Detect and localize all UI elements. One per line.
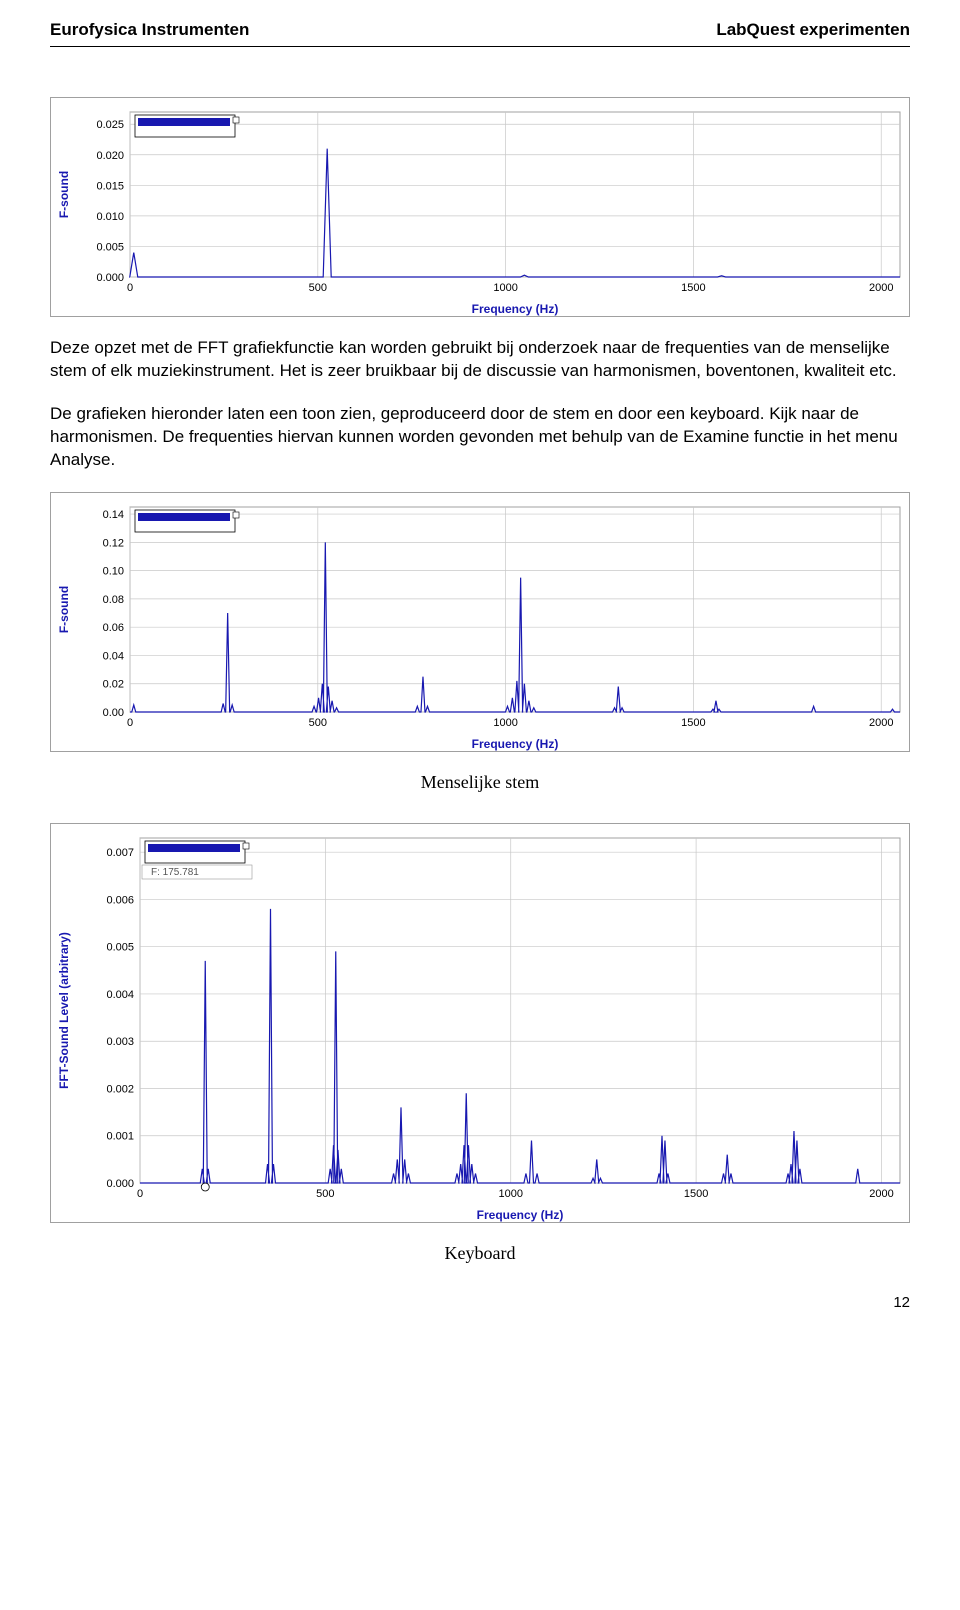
svg-text:500: 500 xyxy=(309,282,327,294)
header-right: LabQuest experimenten xyxy=(716,20,910,40)
svg-text:0.001: 0.001 xyxy=(106,1130,134,1142)
svg-text:0.06: 0.06 xyxy=(103,622,124,634)
svg-text:0.000: 0.000 xyxy=(106,1178,134,1190)
svg-text:1500: 1500 xyxy=(684,1188,708,1200)
svg-text:0: 0 xyxy=(127,717,133,729)
svg-text:0.002: 0.002 xyxy=(106,1083,134,1095)
svg-text:0.12: 0.12 xyxy=(103,537,124,549)
svg-text:0.003: 0.003 xyxy=(106,1036,134,1048)
svg-text:F: 175.781: F: 175.781 xyxy=(151,867,199,878)
svg-text:0.020: 0.020 xyxy=(96,150,124,162)
svg-text:2000: 2000 xyxy=(869,1188,893,1200)
svg-text:Frequency (Hz): Frequency (Hz) xyxy=(472,302,559,316)
chart-3-keyboard: 0 500 1000 1500 2000 0.000 0.001 0.002 0.003 0.00… xyxy=(50,823,910,1223)
header-rule xyxy=(50,46,910,47)
page-number: 12 xyxy=(50,1294,910,1311)
svg-text:F-sound: F-sound xyxy=(57,171,71,218)
svg-text:0.010: 0.010 xyxy=(96,211,124,223)
caption-voice: Menselijke stem xyxy=(50,772,910,793)
svg-text:0.007: 0.007 xyxy=(106,847,134,859)
svg-text:0.10: 0.10 xyxy=(103,565,124,577)
svg-text:0.004: 0.004 xyxy=(106,989,134,1001)
svg-text:0.08: 0.08 xyxy=(103,594,124,606)
paragraph-2: De grafieken hieronder laten een toon zi… xyxy=(50,403,910,472)
svg-text:F-sound: F-sound xyxy=(57,586,71,633)
svg-text:FFT-Sound Level (arbitrary): FFT-Sound Level (arbitrary) xyxy=(57,932,71,1089)
svg-text:Frequency (Hz): Frequency (Hz) xyxy=(472,737,559,751)
svg-text:500: 500 xyxy=(309,717,327,729)
svg-text:0.14: 0.14 xyxy=(103,509,124,521)
svg-text:1500: 1500 xyxy=(681,282,705,294)
caption-keyboard: Keyboard xyxy=(50,1243,910,1264)
svg-text:0.04: 0.04 xyxy=(103,650,124,662)
svg-text:1000: 1000 xyxy=(498,1188,522,1200)
svg-text:0: 0 xyxy=(137,1188,143,1200)
svg-text:0.015: 0.015 xyxy=(96,180,124,192)
svg-text:0.005: 0.005 xyxy=(106,941,134,953)
svg-text:0.006: 0.006 xyxy=(106,894,134,906)
svg-text:0: 0 xyxy=(127,282,133,294)
chart-2-voice: 0 500 1000 1500 2000 0.00 0.02 0.04 0.06 0.08 0.10… xyxy=(50,492,910,752)
header-left: Eurofysica Instrumenten xyxy=(50,20,249,40)
svg-text:0.00: 0.00 xyxy=(103,707,124,719)
svg-text:1500: 1500 xyxy=(681,717,705,729)
svg-text:2000: 2000 xyxy=(869,282,893,294)
chart-1-tuningfork: 0 500 1000 1500 2000 0.000 0.005 0.010 0.015 0.02… xyxy=(50,97,910,317)
svg-text:0.025: 0.025 xyxy=(96,119,124,131)
svg-text:500: 500 xyxy=(316,1188,334,1200)
svg-text:0.02: 0.02 xyxy=(103,678,124,690)
paragraph-1: Deze opzet met de FFT grafiekfunctie kan… xyxy=(50,337,910,383)
svg-text:0.000: 0.000 xyxy=(96,272,124,284)
svg-text:Frequency (Hz): Frequency (Hz) xyxy=(477,1208,564,1222)
page-header: Eurofysica Instrumenten LabQuest experim… xyxy=(50,20,910,46)
svg-text:1000: 1000 xyxy=(493,282,517,294)
svg-text:2000: 2000 xyxy=(869,717,893,729)
svg-text:0.005: 0.005 xyxy=(96,241,124,253)
svg-text:1000: 1000 xyxy=(493,717,517,729)
